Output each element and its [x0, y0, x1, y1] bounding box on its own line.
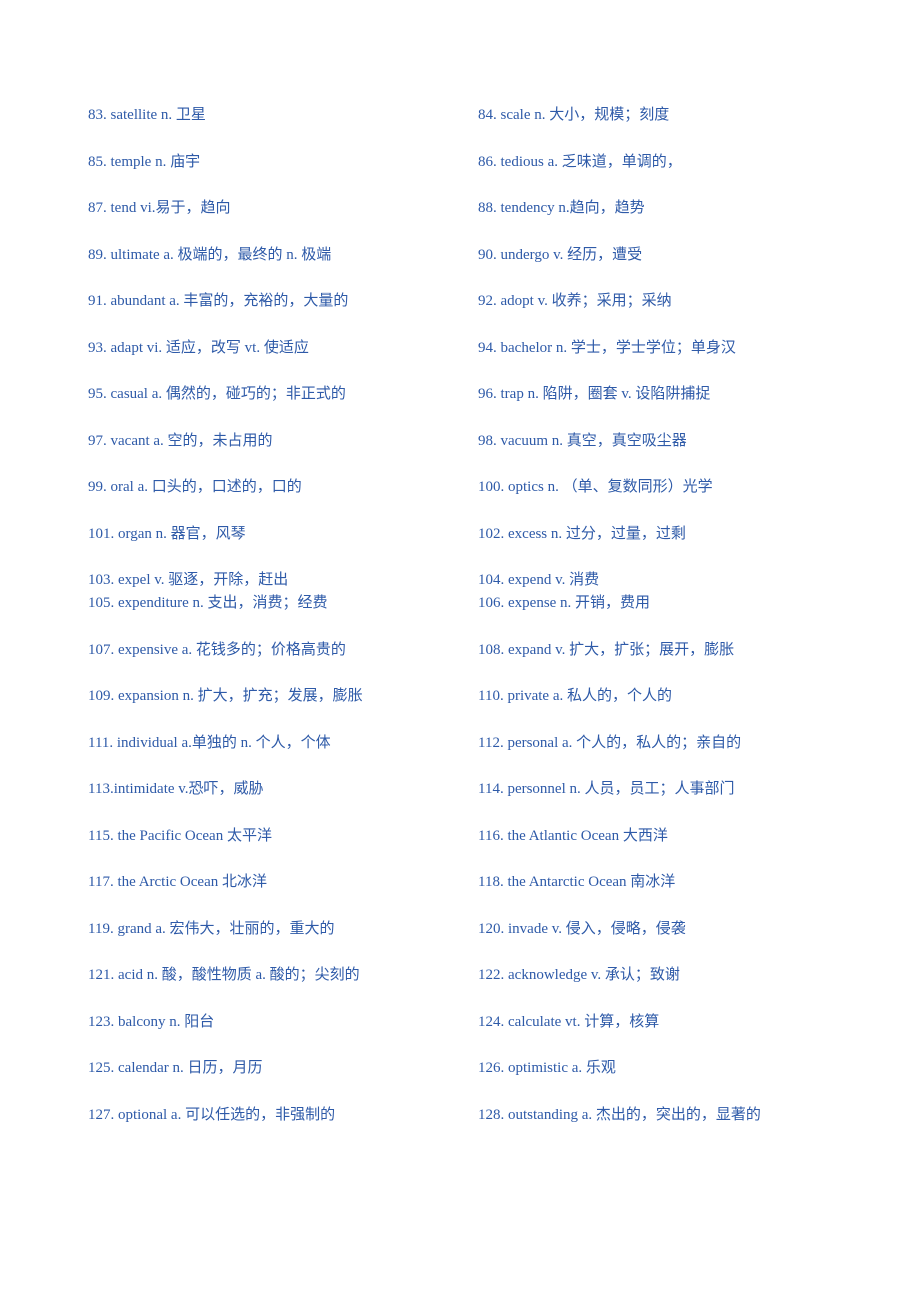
vocab-entry-right: 96. trap n. 陷阱，圈套 v. 设陷阱捕捉 — [478, 384, 832, 405]
vocab-entry-left: 117. the Arctic Ocean 北冰洋 — [88, 872, 478, 893]
vocab-row: 103. expel v. 驱逐，开除，赶出104. expend v. 消费 — [88, 570, 832, 591]
vocab-entry-right: 124. calculate vt. 计算，核算 — [478, 1012, 832, 1033]
vocab-row: 85. temple n. 庙宇86. tedious a. 乏味道，单调的， — [88, 152, 832, 173]
vocab-entry-left: 91. abundant a. 丰富的，充裕的，大量的 — [88, 291, 478, 312]
vocab-row: 105. expenditure n. 支出，消费；经费106. expense… — [88, 593, 832, 614]
vocab-entry-right: 128. outstanding a. 杰出的，突出的，显著的 — [478, 1105, 832, 1126]
vocab-entry-right: 118. the Antarctic Ocean 南冰洋 — [478, 872, 832, 893]
vocab-entry-left: 95. casual a. 偶然的，碰巧的；非正式的 — [88, 384, 478, 405]
vocab-entry-right: 94. bachelor n. 学士，学士学位；单身汉 — [478, 338, 832, 359]
vocab-entry-left: 113.intimidate v.恐吓，威胁 — [88, 779, 478, 800]
vocab-entry-left: 99. oral a. 口头的，口述的，口的 — [88, 477, 478, 498]
vocab-row: 111. individual a.单独的 n. 个人，个体112. perso… — [88, 733, 832, 754]
vocab-entry-left: 93. adapt vi. 适应，改写 vt. 使适应 — [88, 338, 478, 359]
vocab-row: 89. ultimate a. 极端的，最终的 n. 极端90. undergo… — [88, 245, 832, 266]
vocab-entry-left: 127. optional a. 可以任选的，非强制的 — [88, 1105, 478, 1126]
vocab-row: 87. tend vi.易于，趋向88. tendency n.趋向，趋势 — [88, 198, 832, 219]
vocab-entry-left: 119. grand a. 宏伟大，壮丽的，重大的 — [88, 919, 478, 940]
vocab-entry-right: 126. optimistic a. 乐观 — [478, 1058, 832, 1079]
vocab-row: 107. expensive a. 花钱多的；价格高贵的108. expand … — [88, 640, 832, 661]
vocab-entry-right: 98. vacuum n. 真空，真空吸尘器 — [478, 431, 832, 452]
vocab-entry-right: 114. personnel n. 人员，员工；人事部门 — [478, 779, 832, 800]
vocab-row: 115. the Pacific Ocean 太平洋116. the Atlan… — [88, 826, 832, 847]
vocab-entry-left: 111. individual a.单独的 n. 个人，个体 — [88, 733, 478, 754]
vocab-entry-right: 106. expense n. 开销，费用 — [478, 593, 832, 614]
vocab-row: 121. acid n. 酸，酸性物质 a. 酸的；尖刻的122. acknow… — [88, 965, 832, 986]
vocab-entry-right: 120. invade v. 侵入，侵略，侵袭 — [478, 919, 832, 940]
vocab-entry-left: 115. the Pacific Ocean 太平洋 — [88, 826, 478, 847]
vocab-entry-right: 104. expend v. 消费 — [478, 570, 832, 591]
vocab-entry-right: 92. adopt v. 收养；采用；采纳 — [478, 291, 832, 312]
vocab-entry-left: 97. vacant a. 空的，未占用的 — [88, 431, 478, 452]
vocab-entry-right: 88. tendency n.趋向，趋势 — [478, 198, 832, 219]
vocab-entry-left: 103. expel v. 驱逐，开除，赶出 — [88, 570, 478, 591]
vocab-row: 93. adapt vi. 适应，改写 vt. 使适应94. bachelor … — [88, 338, 832, 359]
vocab-entry-right: 100. optics n. （单、复数同形）光学 — [478, 477, 832, 498]
vocab-entry-left: 89. ultimate a. 极端的，最终的 n. 极端 — [88, 245, 478, 266]
vocab-entry-right: 116. the Atlantic Ocean 大西洋 — [478, 826, 832, 847]
vocab-row: 109. expansion n. 扩大，扩充；发展，膨胀110. privat… — [88, 686, 832, 707]
vocabulary-list: 83. satellite n. 卫星84. scale n. 大小，规模；刻度… — [88, 105, 832, 1126]
vocab-row: 91. abundant a. 丰富的，充裕的，大量的92. adopt v. … — [88, 291, 832, 312]
vocab-entry-right: 84. scale n. 大小，规模；刻度 — [478, 105, 832, 126]
vocab-row: 123. balcony n. 阳台124. calculate vt. 计算，… — [88, 1012, 832, 1033]
vocab-row: 113.intimidate v.恐吓，威胁114. personnel n. … — [88, 779, 832, 800]
vocab-entry-right: 102. excess n. 过分，过量，过剩 — [478, 524, 832, 545]
vocab-row: 99. oral a. 口头的，口述的，口的100. optics n. （单、… — [88, 477, 832, 498]
vocab-row: 97. vacant a. 空的，未占用的98. vacuum n. 真空，真空… — [88, 431, 832, 452]
vocab-entry-right: 112. personal a. 个人的，私人的；亲自的 — [478, 733, 832, 754]
vocab-entry-left: 123. balcony n. 阳台 — [88, 1012, 478, 1033]
vocab-entry-right: 110. private a. 私人的，个人的 — [478, 686, 832, 707]
vocab-entry-left: 83. satellite n. 卫星 — [88, 105, 478, 126]
vocab-entry-left: 87. tend vi.易于，趋向 — [88, 198, 478, 219]
vocab-row: 125. calendar n. 日历，月历126. optimistic a.… — [88, 1058, 832, 1079]
vocab-row: 127. optional a. 可以任选的，非强制的128. outstand… — [88, 1105, 832, 1126]
vocab-entry-left: 107. expensive a. 花钱多的；价格高贵的 — [88, 640, 478, 661]
vocab-row: 101. organ n. 器官，风琴102. excess n. 过分，过量，… — [88, 524, 832, 545]
vocab-entry-left: 109. expansion n. 扩大，扩充；发展，膨胀 — [88, 686, 478, 707]
vocab-entry-left: 85. temple n. 庙宇 — [88, 152, 478, 173]
vocab-entry-right: 90. undergo v. 经历，遭受 — [478, 245, 832, 266]
vocab-entry-left: 125. calendar n. 日历，月历 — [88, 1058, 478, 1079]
vocab-row: 95. casual a. 偶然的，碰巧的；非正式的96. trap n. 陷阱… — [88, 384, 832, 405]
vocab-entry-left: 105. expenditure n. 支出，消费；经费 — [88, 593, 478, 614]
vocab-row: 117. the Arctic Ocean 北冰洋118. the Antarc… — [88, 872, 832, 893]
vocab-entry-right: 122. acknowledge v. 承认；致谢 — [478, 965, 832, 986]
vocab-entry-right: 86. tedious a. 乏味道，单调的， — [478, 152, 832, 173]
vocab-entry-left: 101. organ n. 器官，风琴 — [88, 524, 478, 545]
vocab-entry-right: 108. expand v. 扩大，扩张；展开，膨胀 — [478, 640, 832, 661]
vocab-entry-left: 121. acid n. 酸，酸性物质 a. 酸的；尖刻的 — [88, 965, 478, 986]
vocab-row: 83. satellite n. 卫星84. scale n. 大小，规模；刻度 — [88, 105, 832, 126]
vocab-row: 119. grand a. 宏伟大，壮丽的，重大的120. invade v. … — [88, 919, 832, 940]
